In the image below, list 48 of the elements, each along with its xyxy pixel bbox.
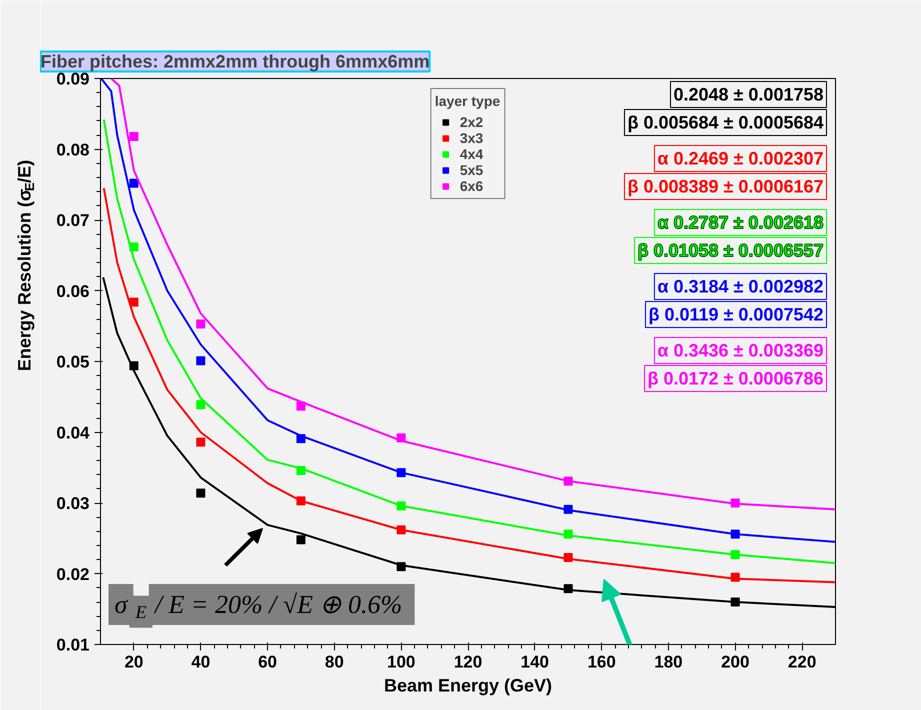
legend-label: 5x5 [460,162,484,178]
annotation: β 0.01058 ± 0.0006557 [637,240,824,260]
annotation: β 0.005684 ± 0.0005684 [627,112,824,132]
legend-label: 4x4 [460,146,484,162]
x-tick-label: 180 [654,652,683,672]
annotation: α 0.2787 ± 0.002618 [657,212,824,232]
legend-label: 6x6 [460,178,484,194]
annotation: α 0.2469 ± 0.002307 [657,148,824,168]
point [129,178,138,188]
y-tick-label: 0.04 [56,423,90,442]
annotation: α 0.3436 ± 0.003369 [657,340,824,360]
point [196,488,206,498]
point [129,132,138,142]
y-axis-title: Energy Resolution (σE/E) [14,160,38,372]
point [196,356,206,366]
x-tick-label: 60 [258,652,278,672]
y-tick-label: 0.08 [56,140,90,160]
legend-title: layer type [434,93,500,109]
x-axis-title: Beam Energy (GeV) [384,676,552,696]
point [129,298,138,307]
legend-label: 3x3 [460,130,484,146]
annotation: β 0.0119 ± 0.0007542 [648,304,824,324]
y-tick-label: 0.06 [56,282,90,301]
x-tick-label: 160 [587,652,616,672]
chart-title: Fiber pitches: 2mmx2mm through 6mmx6mm [40,52,430,72]
annotation: β 0.008389 ± 0.0006167 [627,176,824,196]
point [196,400,206,410]
annotation: β 0.0172 ± 0.0006786 [647,368,824,388]
x-tick-label: 40 [191,652,210,672]
y-tick-label: 0.09 [56,70,90,88]
x-tick-label: 140 [520,652,550,672]
y-tick-label: 0.03 [56,494,90,513]
y-tick-label: 0.07 [56,211,90,230]
x-tick-label: 100 [387,652,416,672]
x-tick-label: 200 [721,652,750,672]
y-tick-label: 0.05 [56,352,90,372]
x-tick-label: 220 [788,652,816,672]
point [196,438,206,447]
x-tick-label: 20 [124,652,144,672]
x-tick-label: 120 [454,652,482,672]
y-tick-label: 0.02 [56,564,90,584]
annotation: 0.2048 ± 0.001758 [673,84,824,104]
legend-label: 2x2 [460,114,484,130]
x-tick-label: 80 [324,652,344,672]
point [296,535,306,544]
annotation: α 0.3184 ± 0.002982 [657,276,824,296]
y-tick-label: 0.01 [56,636,90,654]
point [196,320,206,329]
